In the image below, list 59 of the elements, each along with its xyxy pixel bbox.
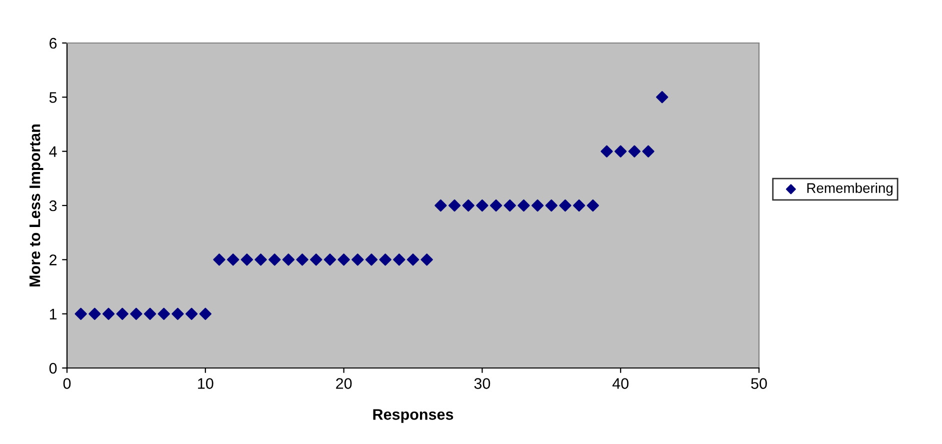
point bbox=[531, 199, 544, 212]
point bbox=[518, 199, 530, 212]
point bbox=[240, 254, 253, 266]
x-tick-label: 10 bbox=[198, 378, 214, 389]
point bbox=[448, 199, 461, 212]
point bbox=[199, 308, 212, 320]
y-axis-title: More to Less Importan bbox=[30, 124, 44, 286]
point bbox=[642, 145, 654, 158]
point bbox=[296, 254, 308, 266]
point bbox=[144, 308, 156, 320]
point bbox=[476, 199, 488, 212]
point bbox=[158, 308, 170, 320]
point bbox=[227, 254, 240, 266]
point bbox=[490, 199, 502, 212]
point bbox=[504, 199, 516, 212]
point bbox=[573, 199, 586, 212]
point bbox=[310, 254, 322, 266]
point bbox=[116, 308, 128, 320]
point bbox=[172, 308, 184, 320]
point bbox=[254, 254, 267, 266]
x-tick-label: 50 bbox=[751, 378, 767, 389]
point bbox=[324, 254, 336, 266]
point bbox=[600, 145, 613, 158]
point bbox=[282, 254, 295, 266]
point bbox=[406, 254, 420, 266]
x-tick-label: 40 bbox=[612, 378, 628, 389]
point bbox=[462, 199, 474, 212]
x-tick-label: 20 bbox=[336, 378, 352, 389]
y-tick-label: 1 bbox=[50, 308, 57, 320]
x-tick-label: 0 bbox=[63, 378, 71, 389]
point bbox=[545, 199, 558, 212]
y-tick-label: 5 bbox=[49, 92, 57, 103]
point bbox=[614, 145, 627, 158]
point bbox=[213, 254, 226, 266]
point bbox=[102, 308, 115, 320]
x-axis-title: Responses bbox=[373, 409, 454, 423]
legend-label: Remembering bbox=[807, 182, 893, 196]
y-tick-label: 3 bbox=[49, 200, 57, 212]
y-tick-label: 0 bbox=[49, 362, 57, 374]
point bbox=[365, 254, 378, 266]
point bbox=[586, 199, 599, 212]
point bbox=[434, 199, 447, 212]
y-tick-label: 2 bbox=[50, 254, 57, 266]
point bbox=[420, 254, 433, 266]
point bbox=[352, 254, 364, 266]
y-tick-label: 6 bbox=[50, 38, 57, 49]
point bbox=[656, 91, 668, 104]
point bbox=[628, 145, 641, 158]
point bbox=[559, 199, 572, 212]
point bbox=[74, 308, 87, 320]
point bbox=[268, 254, 281, 266]
point bbox=[185, 308, 198, 320]
point bbox=[88, 308, 101, 320]
point bbox=[379, 254, 392, 266]
point bbox=[393, 254, 406, 266]
point bbox=[338, 254, 350, 266]
y-tick-label: 4 bbox=[49, 146, 57, 157]
x-tick-label: 30 bbox=[474, 378, 490, 389]
point bbox=[130, 308, 142, 320]
